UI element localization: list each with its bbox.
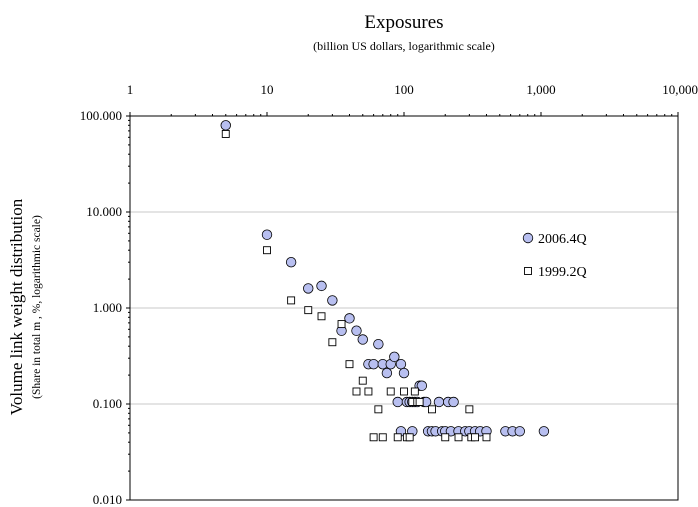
point-1999-2q (465, 405, 474, 414)
point-2006-4q (448, 396, 459, 408)
point-2006-4q (392, 396, 403, 408)
x-tick-label: 10 (261, 82, 274, 97)
point-1999-2q (304, 306, 313, 315)
point-1999-2q (415, 398, 424, 406)
y-tick-label: 1.000 (93, 300, 122, 315)
point-2006-4q (395, 358, 407, 370)
x-tick-label: 10,000 (662, 82, 698, 97)
point-2006-4q (220, 120, 231, 131)
point-1999-2q (287, 296, 296, 305)
point-1999-2q (352, 387, 361, 396)
point-1999-2q (428, 405, 436, 414)
y-tick-label: 0.100 (93, 396, 122, 411)
point-2006-4q (373, 338, 384, 350)
point-1999-2q (263, 246, 271, 255)
point-1999-2q (378, 433, 387, 442)
point-2006-4q (514, 426, 525, 437)
point-1999-2q (386, 387, 395, 396)
point-1999-2q (393, 433, 402, 442)
legend-marker-square (524, 267, 532, 275)
point-1999-2q (317, 312, 326, 321)
legend: 2006.4Q 1999.2Q (522, 232, 587, 280)
y-axis-label-group: Volume link weight distribution (Share i… (7, 198, 43, 415)
point-2006-4q (285, 256, 297, 268)
point-2006-4q (389, 351, 400, 363)
chart-title: Exposures (364, 12, 443, 33)
data-points (220, 120, 550, 442)
point-1999-2q (221, 130, 230, 138)
point-1999-2q (369, 433, 378, 442)
x-axis: 1 10 100 1,000 10,000 (127, 82, 698, 116)
point-2006-4q (344, 313, 355, 324)
point-1999-2q (374, 405, 383, 414)
legend-label: 2006.4Q (538, 232, 587, 247)
point-2006-4q (416, 380, 428, 391)
point-1999-2q (358, 376, 367, 385)
legend-marker-circle (522, 232, 534, 244)
point-2006-4q (316, 280, 327, 292)
point-1999-2q (405, 433, 414, 442)
point-2006-4q (433, 396, 445, 408)
x-tick-label: 1 (127, 82, 134, 97)
point-2006-4q (368, 358, 379, 370)
y-axis-sublabel: (Share in total m , %, logarithmic scale… (31, 215, 43, 399)
legend-label: 1999.2Q (538, 265, 587, 280)
point-2006-4q (261, 229, 273, 240)
point-1999-2q (441, 433, 450, 442)
point-2006-4q (351, 325, 362, 336)
point-1999-2q (482, 433, 491, 442)
point-1999-2q (328, 338, 337, 347)
point-2006-4q (357, 334, 368, 345)
point-2006-4q (381, 367, 393, 379)
point-1999-2q (345, 360, 354, 369)
x-tick-label: 1,000 (526, 82, 555, 97)
y-tick-label: 100.000 (80, 108, 122, 123)
y-tick-label: 10.000 (86, 204, 122, 219)
point-1999-2q (410, 387, 419, 396)
point-2006-4q (327, 295, 338, 306)
x-tick-label: 100 (394, 82, 414, 97)
point-1999-2q (337, 320, 346, 329)
y-tick-label: 0.010 (93, 492, 122, 507)
point-2006-4q (303, 283, 314, 294)
y-axis-label: Volume link weight distribution (7, 198, 26, 415)
y-axis: 100.000 10.000 1.000 0.100 0.010 (80, 108, 130, 507)
point-2006-4q (538, 426, 550, 437)
point-1999-2q (471, 433, 479, 442)
point-1999-2q (454, 433, 463, 442)
point-1999-2q (400, 387, 408, 396)
point-2006-4q (398, 367, 410, 379)
chart-subtitle: (billion US dollars, logarithmic scale) (313, 39, 495, 53)
point-1999-2q (364, 387, 373, 396)
